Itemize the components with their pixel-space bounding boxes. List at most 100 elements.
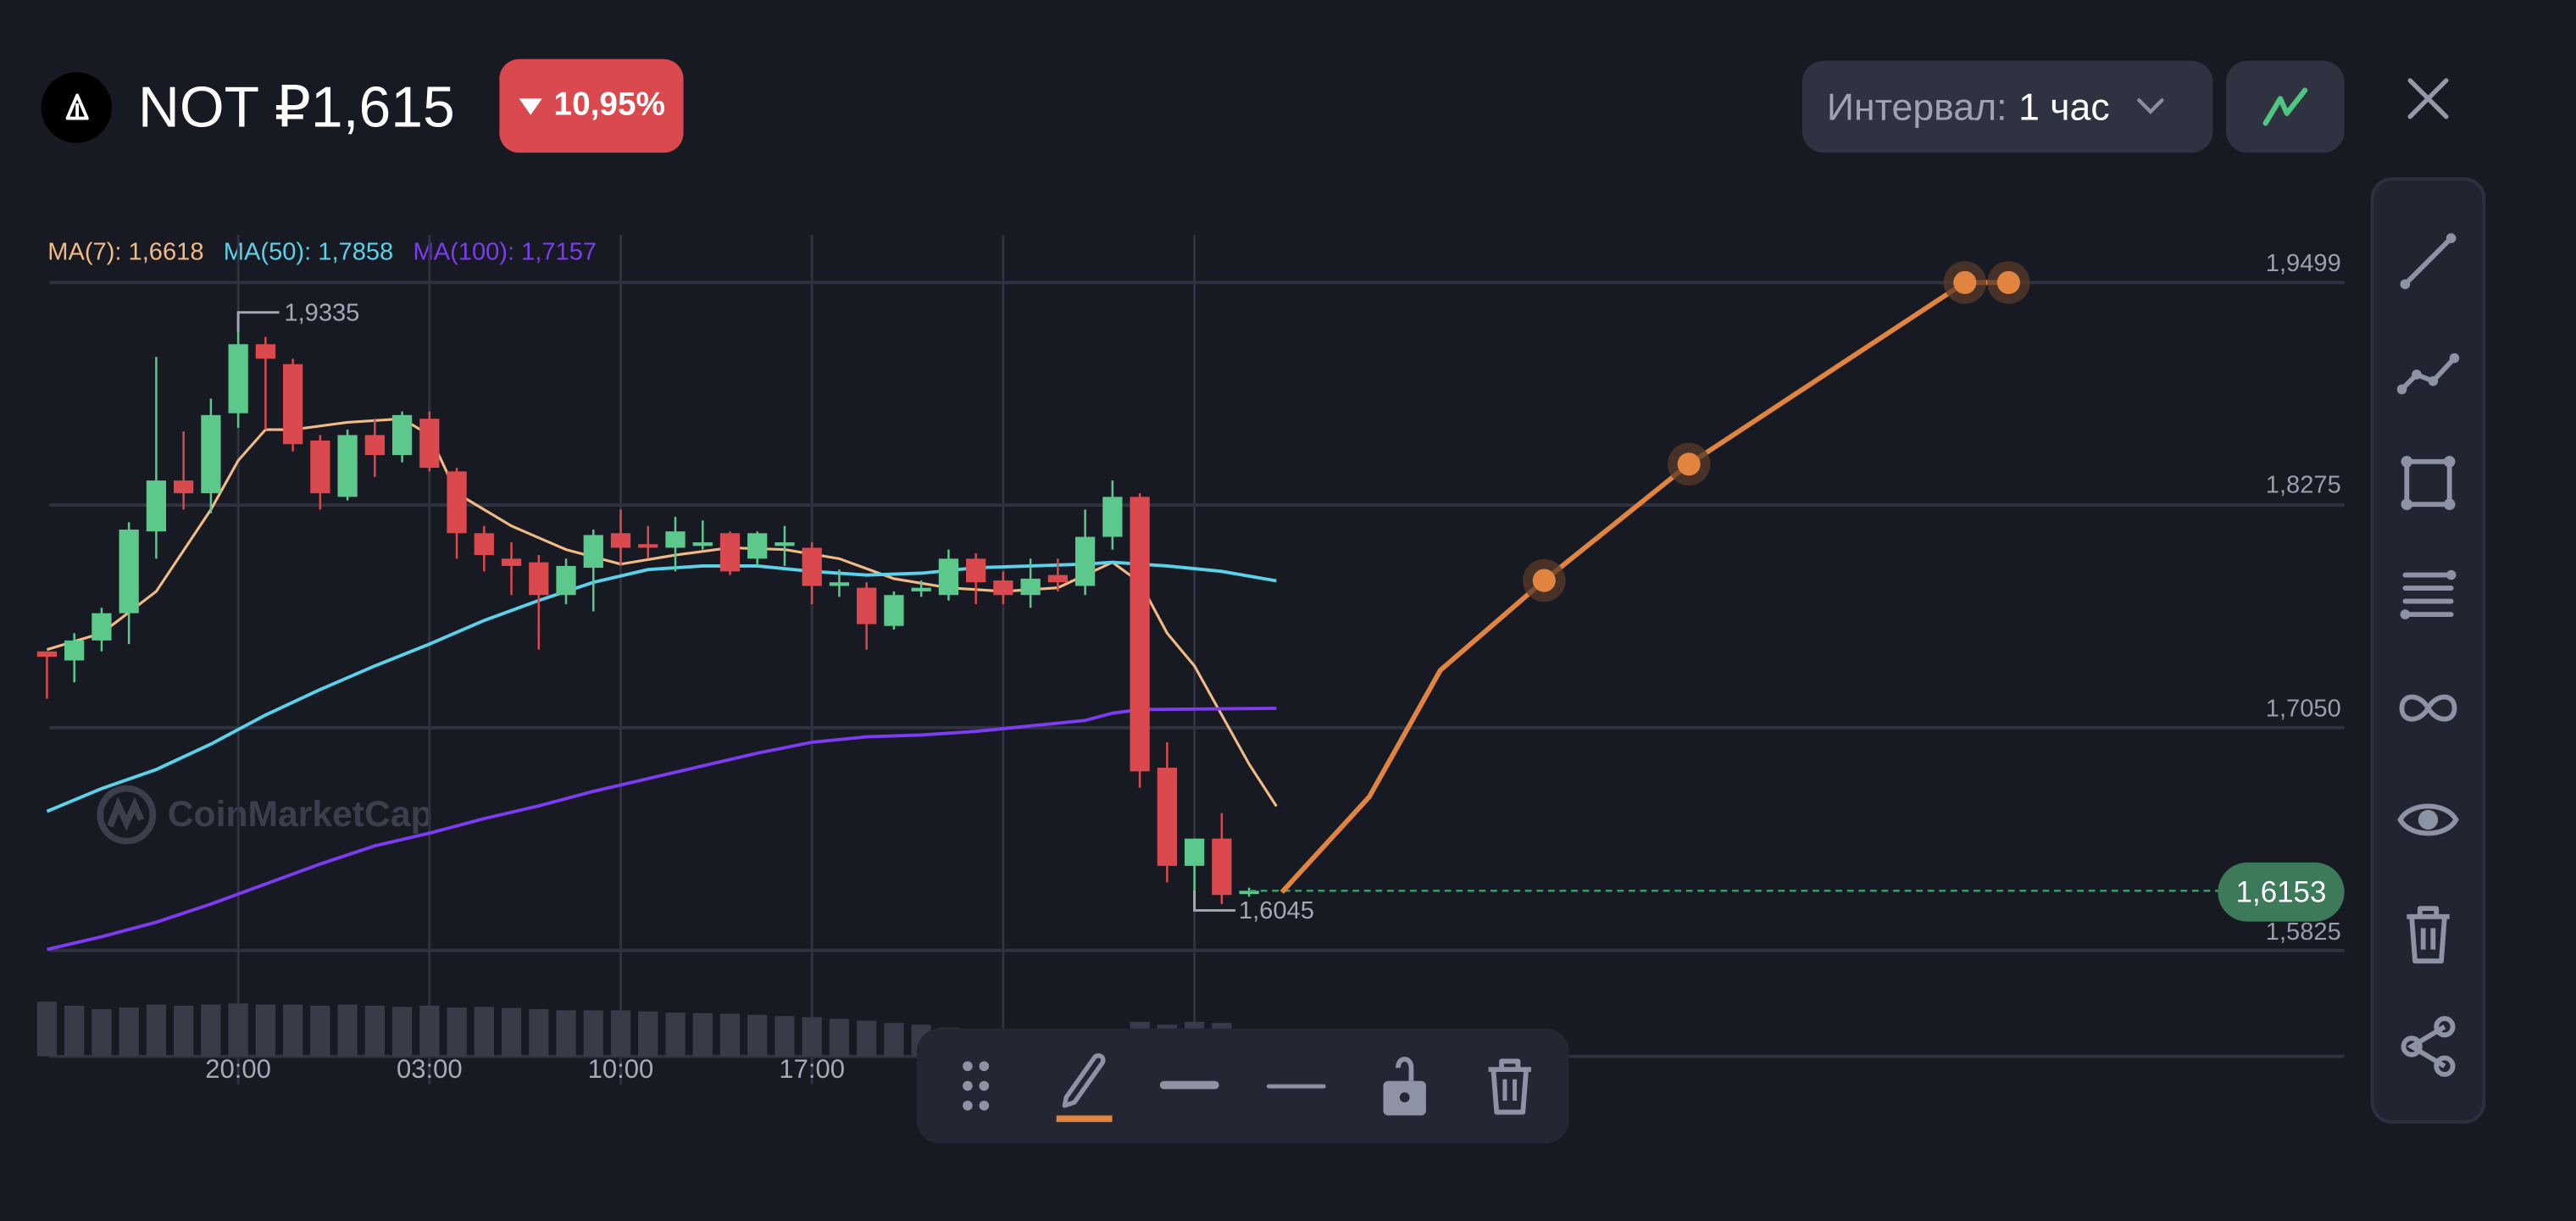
volume-bar xyxy=(638,1011,658,1057)
coin-symbol: NOT xyxy=(137,75,258,140)
candle-body xyxy=(228,344,248,413)
high-price-label: 1,9335 xyxy=(284,299,359,326)
candle-body xyxy=(583,535,603,569)
candle-up xyxy=(665,516,686,572)
volume-bar xyxy=(474,1007,494,1057)
visibility-toggle[interactable] xyxy=(2374,779,2483,861)
color-pencil-button[interactable] xyxy=(1043,1045,1125,1127)
candle-body xyxy=(610,533,631,548)
candle-down xyxy=(310,435,330,510)
infinity-tool[interactable] xyxy=(2374,667,2483,749)
candle-body xyxy=(447,471,467,534)
volume-bar xyxy=(447,1007,467,1057)
trash-icon xyxy=(2407,906,2450,964)
candle-down xyxy=(36,651,58,699)
candle-down xyxy=(501,542,522,596)
drawing-anchor-handle[interactable] xyxy=(1523,558,1566,602)
candle-body xyxy=(774,542,795,547)
close-button[interactable] xyxy=(2396,66,2462,132)
thick-line-icon xyxy=(1159,1080,1219,1090)
candle-up xyxy=(556,558,576,604)
ma-legend: MA(7): 1,6618 MA(50): 1,7858 MA(100): 1,… xyxy=(47,238,597,266)
candle-up xyxy=(1239,887,1259,897)
candle-body xyxy=(146,480,167,532)
interval-value: 1 час xyxy=(2018,84,2110,128)
triangle-down-icon xyxy=(519,97,542,114)
volume-bar xyxy=(92,1008,112,1057)
candle-body xyxy=(884,595,904,626)
candle-up xyxy=(884,591,904,630)
interval-dropdown[interactable]: Интервал: 1 час xyxy=(1802,60,2213,153)
time-axis-label: 10:00 xyxy=(587,1056,654,1085)
volume-bar xyxy=(829,1018,850,1057)
volume-bar xyxy=(583,1010,603,1057)
candle-body xyxy=(1212,838,1232,896)
candle-body xyxy=(92,613,112,641)
polyline-icon xyxy=(2396,352,2460,395)
high-marker-line xyxy=(236,311,280,332)
volume-bar xyxy=(419,1005,440,1057)
candle-up xyxy=(146,357,167,559)
candle-body xyxy=(993,580,1013,596)
volume-bar xyxy=(146,1004,167,1057)
anchor-dot xyxy=(1532,569,1556,592)
candle-up xyxy=(1020,558,1041,608)
candle-body xyxy=(310,440,330,494)
volume-bar xyxy=(364,1005,385,1057)
candle-body xyxy=(1020,578,1041,596)
candle-up xyxy=(1074,509,1096,596)
candle-body xyxy=(638,544,658,548)
user-drawn-polyline[interactable] xyxy=(1280,280,2009,894)
candle-body xyxy=(474,533,494,556)
rectangle-tool[interactable] xyxy=(2374,442,2483,524)
chevron-down-icon xyxy=(2137,98,2164,114)
delete-all-drawings-button[interactable] xyxy=(2374,894,2483,976)
candle-down xyxy=(1047,558,1069,591)
candle-body xyxy=(1047,574,1069,583)
rectangle-icon xyxy=(2401,456,2456,510)
lock-button[interactable] xyxy=(1362,1045,1444,1127)
candle-body xyxy=(36,651,58,658)
candle-down xyxy=(174,431,194,510)
watermark-text: CoinMarketCap xyxy=(167,793,433,835)
candle-body xyxy=(747,533,768,559)
coinmarketcap-logo-icon xyxy=(97,785,157,845)
candle-up xyxy=(1102,480,1123,550)
price-change-value: 10,95% xyxy=(553,86,666,124)
candle-body xyxy=(337,435,358,497)
candle-down xyxy=(474,525,494,572)
fib-levels-tool[interactable] xyxy=(2374,553,2483,635)
line-width-thick-button[interactable] xyxy=(1148,1045,1230,1127)
candle-down xyxy=(529,555,549,650)
coin-title: NOT ₽1,615 xyxy=(138,74,455,142)
candle-body xyxy=(1184,838,1205,866)
drawing-anchor-handle[interactable] xyxy=(1667,442,1711,486)
candle-up xyxy=(92,608,112,652)
candle-down xyxy=(1130,493,1150,788)
volume-bar xyxy=(201,1004,221,1057)
share-button[interactable] xyxy=(2374,1006,2483,1088)
line-width-thin-button[interactable] xyxy=(1255,1045,1337,1127)
candle-body xyxy=(529,562,549,596)
trend-line-tool[interactable] xyxy=(2374,220,2483,302)
drawing-anchor-handle[interactable] xyxy=(1943,261,1987,304)
candle-body xyxy=(501,558,522,566)
candle-body xyxy=(665,531,686,548)
candle-body xyxy=(857,587,877,624)
volume-bar xyxy=(282,1004,303,1057)
candle-up xyxy=(119,522,139,645)
candle-up xyxy=(391,411,413,463)
candle-body xyxy=(1130,497,1150,772)
delete-drawing-button[interactable] xyxy=(1468,1045,1551,1127)
volume-bar xyxy=(337,1004,358,1057)
candle-body xyxy=(938,558,959,596)
anchor-dot xyxy=(1953,270,1977,295)
candle-body xyxy=(911,587,931,591)
candle-body xyxy=(1074,536,1096,586)
chart-type-button[interactable] xyxy=(2226,60,2345,153)
polyline-tool[interactable] xyxy=(2374,332,2483,414)
drag-handle[interactable] xyxy=(935,1045,1017,1127)
drawing-anchor-handle[interactable] xyxy=(1987,261,2030,304)
volume-bar xyxy=(692,1013,713,1057)
